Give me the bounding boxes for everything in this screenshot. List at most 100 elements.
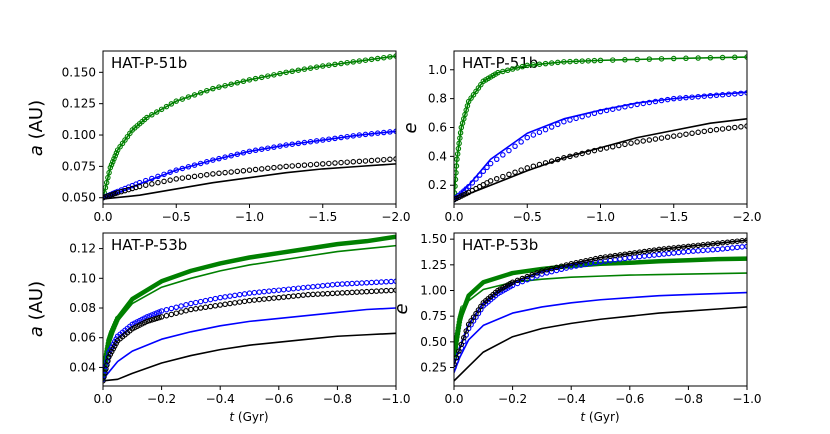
data-point xyxy=(597,254,604,261)
data-point xyxy=(356,132,363,138)
data-point xyxy=(465,321,472,328)
data-point xyxy=(732,91,738,97)
data-point xyxy=(246,167,253,173)
y-tick-label: 1.0 xyxy=(428,63,447,77)
data-point xyxy=(670,55,677,62)
x-tick-label: −1.5 xyxy=(308,210,337,224)
data-point xyxy=(193,306,199,312)
data-point xyxy=(222,82,228,89)
data-point xyxy=(158,314,165,320)
data-point xyxy=(578,258,584,265)
data-point xyxy=(246,77,253,83)
data-point xyxy=(719,126,726,132)
data-point xyxy=(183,302,189,308)
data-point xyxy=(454,151,461,157)
data-point xyxy=(701,93,708,99)
data-point xyxy=(539,268,545,274)
data-point xyxy=(473,314,479,320)
series-blue-line xyxy=(454,291,747,373)
data-point xyxy=(707,127,714,134)
data-point xyxy=(326,136,332,142)
data-point xyxy=(456,348,462,354)
data-point xyxy=(350,159,357,165)
y-tick-label: 0.08 xyxy=(69,301,96,315)
data-point xyxy=(454,333,460,340)
data-point xyxy=(178,303,184,309)
data-point xyxy=(725,125,732,131)
data-point xyxy=(113,150,120,156)
data-point xyxy=(107,351,114,358)
data-point xyxy=(155,173,161,180)
data-point xyxy=(338,60,344,67)
data-point xyxy=(313,64,320,70)
data-point xyxy=(362,131,369,138)
panel-hat-p-53b-a: HAT-P-53b a (AU) t (Gyr) 0.0 −0.2 −0.4 −0.6… xyxy=(26,232,411,424)
data-point xyxy=(179,175,186,181)
y-tick-label: 0.8 xyxy=(428,92,447,106)
data-point xyxy=(106,354,112,360)
data-point xyxy=(725,91,732,98)
data-point xyxy=(573,263,579,269)
data-point xyxy=(573,152,579,158)
data-point xyxy=(524,134,530,141)
data-point xyxy=(295,67,302,73)
data-point xyxy=(524,273,530,280)
data-point xyxy=(163,312,170,319)
x-axis-label: t (Gyr) xyxy=(580,410,619,424)
data-point xyxy=(568,261,574,267)
data-point xyxy=(454,361,457,368)
data-point xyxy=(344,59,350,66)
data-point xyxy=(307,161,314,168)
data-point xyxy=(112,153,118,159)
data-point xyxy=(271,72,277,78)
data-point xyxy=(188,306,194,313)
data-point xyxy=(197,298,204,305)
data-point xyxy=(113,340,119,347)
x-tick-label: −0.6 xyxy=(615,392,644,406)
data-point xyxy=(609,144,616,150)
data-point xyxy=(553,264,560,271)
data-point xyxy=(478,303,484,310)
data-point xyxy=(458,341,465,348)
data-point xyxy=(585,149,592,155)
data-point xyxy=(338,159,344,166)
data-point xyxy=(512,169,518,176)
series-green-line xyxy=(103,55,396,198)
y-tick-label: 0.150 xyxy=(62,65,96,79)
data-point xyxy=(144,114,150,121)
data-point xyxy=(664,96,671,103)
data-point xyxy=(555,121,561,128)
data-point xyxy=(234,80,241,86)
x-tick-label: −0.8 xyxy=(674,392,703,406)
data-point xyxy=(197,160,204,167)
data-point xyxy=(319,161,326,167)
data-point xyxy=(241,291,248,297)
data-point xyxy=(168,305,175,312)
data-point xyxy=(504,67,511,74)
series-black-markers xyxy=(454,237,747,368)
data-point xyxy=(387,129,393,135)
data-point xyxy=(374,157,381,163)
panel-label: HAT-P-53b xyxy=(111,236,187,254)
series-black-line xyxy=(454,306,747,382)
data-point xyxy=(107,192,114,198)
data-point xyxy=(548,60,555,66)
data-point xyxy=(622,251,628,257)
data-point xyxy=(454,183,458,189)
data-point xyxy=(591,110,598,117)
data-point xyxy=(585,112,592,118)
x-tick-label: −0.4 xyxy=(557,392,586,406)
data-point xyxy=(173,176,180,182)
data-point xyxy=(454,344,459,350)
data-point xyxy=(149,317,155,323)
data-point xyxy=(475,307,482,313)
data-point xyxy=(646,56,653,62)
data-point xyxy=(301,66,308,72)
data-point xyxy=(301,162,308,168)
data-point xyxy=(356,58,363,64)
data-point xyxy=(204,171,210,178)
data-point xyxy=(283,69,289,76)
data-point xyxy=(579,150,585,157)
data-point xyxy=(319,137,326,143)
